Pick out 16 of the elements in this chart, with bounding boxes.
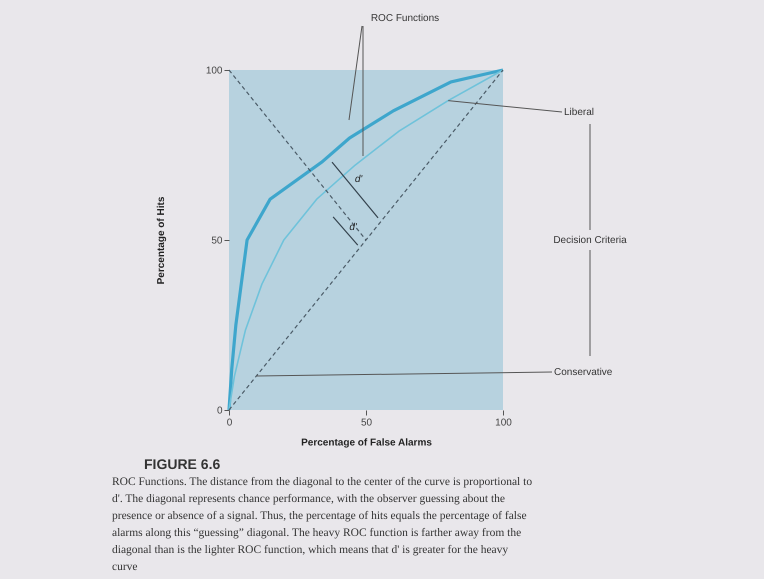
annotation: Conservative bbox=[554, 367, 613, 378]
y-tick-label: 100 bbox=[206, 66, 223, 76]
x-tick-label: 0 bbox=[226, 418, 233, 428]
y-tick-label: 0 bbox=[216, 406, 223, 416]
y-tick-label: 50 bbox=[211, 236, 223, 246]
x-axis-title: Percentage of False Alarms bbox=[301, 438, 432, 448]
annotation: d' bbox=[349, 222, 358, 233]
caption: FIGURE 6.6 bbox=[144, 456, 220, 472]
text: ROC Functions. The distance from the diagonal to the center of the curve is proportional to d'. The diagonal represents chance performance, with the observer guessing about the presence or absence of a signal. Thus, the percentage of hits equals the percentage of false alarms along this “guessing” diagonal. The heavy ROC function is farther away from the diagonal than is the lighter ROC function, which means that d' is greater for the heavy curve bbox=[112, 476, 532, 573]
annotation: Liberal bbox=[564, 107, 594, 118]
x-tick-label: 50 bbox=[360, 418, 372, 428]
y-axis-title: Percentage of Hits bbox=[156, 196, 167, 284]
text: Decision Criteria bbox=[553, 235, 628, 246]
text: ROC Functions bbox=[370, 13, 440, 24]
x-tick-label: 100 bbox=[495, 418, 512, 428]
annotation: d' bbox=[354, 174, 364, 186]
